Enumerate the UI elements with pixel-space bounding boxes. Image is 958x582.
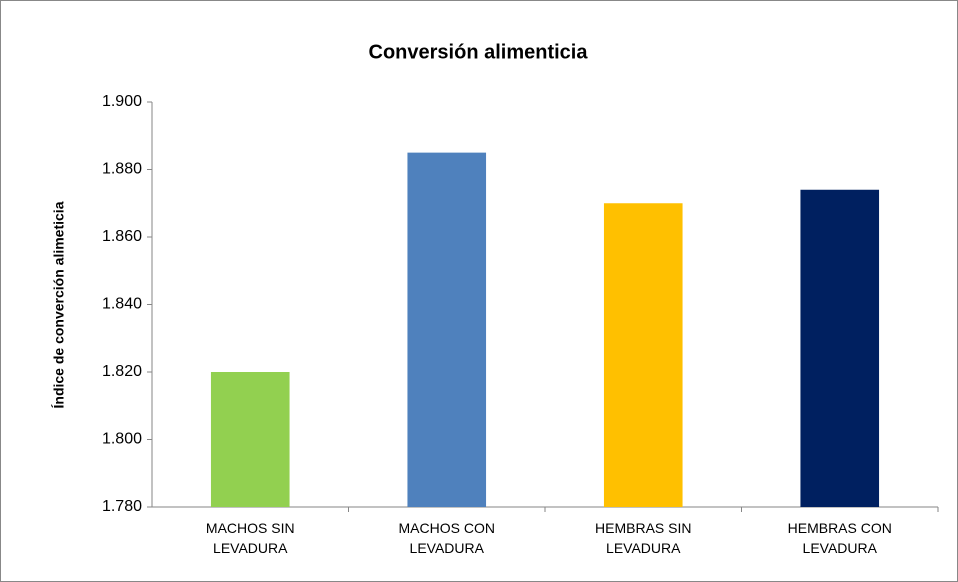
x-tick-label: HEMBRAS CON LEVADURA bbox=[787, 520, 892, 556]
y-tick-label: 1.900 bbox=[102, 93, 142, 110]
y-tick-label: 1.820 bbox=[102, 363, 142, 380]
chart-title: Conversión alimenticia bbox=[369, 41, 589, 63]
y-tick-label: 1.800 bbox=[102, 431, 142, 448]
y-tick-label: 1.780 bbox=[102, 498, 142, 515]
bar bbox=[603, 203, 683, 507]
bar bbox=[800, 189, 880, 507]
y-tick-label: 1.880 bbox=[102, 161, 142, 178]
x-tick-label: MACHOS CON LEVADURA bbox=[398, 520, 495, 556]
x-tick-label: MACHOS SIN LEVADURA bbox=[205, 520, 295, 556]
bar bbox=[210, 372, 290, 507]
x-tick-label: HEMBRAS SIN LEVADURA bbox=[595, 520, 692, 556]
bar bbox=[407, 152, 487, 507]
y-tick-label: 1.840 bbox=[102, 296, 142, 313]
y-axis-title: Índice de converción alimeticia bbox=[51, 201, 67, 408]
y-tick-label: 1.860 bbox=[102, 228, 142, 245]
